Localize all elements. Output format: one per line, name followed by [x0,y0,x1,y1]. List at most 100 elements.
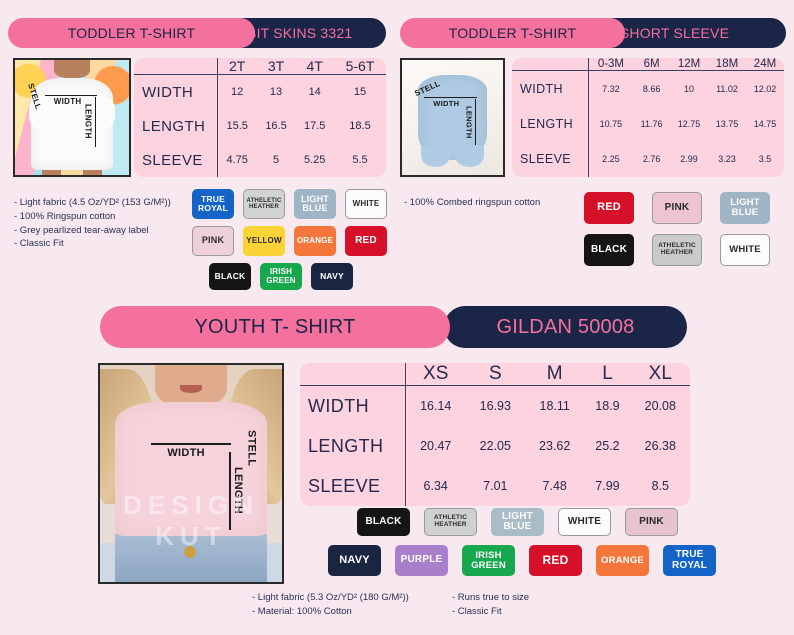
header-left-pill-toddler-tshirt: TODDLER T-SHIRT [400,18,625,48]
col-header-l: L [584,363,631,386]
color-swatches-toddler-tshirt: TRUE ROYAL ATHELETIC HEATHER LIGHT BLUE … [192,189,387,290]
spec-item: - Light fabric (5.3 Oz/YD² (180 G/M²)) [252,592,409,603]
color-swatch-pink[interactable]: PINK [192,226,234,256]
color-swatch-black[interactable]: BLACK [357,508,410,536]
swatch-label: BLACK [591,243,627,255]
color-swatch-black[interactable]: BLACK [209,263,251,290]
col-header-3t: 3T [256,58,296,75]
header-right-label: GILDAN 50008 [496,315,635,338]
swatch-label: BLACK [365,515,402,527]
specs-list-youth-left: - Light fabric (5.3 Oz/YD² (180 G/M²)) -… [252,591,409,619]
row-label-width: WIDTH [520,81,563,96]
color-swatch-black[interactable]: BLACK [584,234,634,266]
cell-width-s: 16.93 [479,399,511,414]
swatch-label: RED [355,234,377,246]
header-left-label: TODDLER T-SHIRT [448,25,577,41]
color-swatch-white[interactable]: WHITE [345,189,387,219]
cell-width-5-6t: 15 [353,86,367,99]
photo-brand-label: STELL [245,430,258,467]
col-header-12m: 12M [670,58,708,71]
color-swatch-white[interactable]: WHITE [558,508,611,536]
cell-sleeve-3t: 5 [272,154,280,167]
color-swatch-white[interactable]: WHITE [720,234,770,266]
cell-width-12m: 10 [684,83,695,94]
swatch-label: RED [597,201,621,214]
spec-item: - Runs true to size [452,592,530,603]
color-swatch-atheletic-heather[interactable]: ATHELETIC HEATHER [652,234,702,266]
color-swatch-irish-green[interactable]: IRISH GREEN [462,545,515,576]
color-swatch-orange[interactable]: ORANGE [294,226,336,256]
color-swatch-red[interactable]: RED [529,545,582,576]
color-swatch-light-blue[interactable]: LIGHT BLUE [294,189,336,219]
cell-sleeve-0-3m: 2.25 [587,141,634,177]
color-swatch-irish-green[interactable]: IRISH GREEN [260,263,302,290]
color-swatch-light-blue[interactable]: LIGHT BLUE [491,508,544,536]
girl-pink-tshirt-photo: WIDTH LENGTH STELL DESIGN KUT [98,363,284,584]
model-head [53,60,91,79]
swatch-label: YELLOW [246,235,282,245]
cell-width-m: 18.11 [539,399,570,414]
swatch-label: ORANGE [296,235,334,245]
toddler-white-tshirt-photo: WIDTH LENGTH STELL [13,58,131,177]
color-swatch-light-blue[interactable]: LIGHT BLUE [720,192,770,224]
table-row: LENGTH 20.47 22.05 23.62 25.2 26.38 [300,426,690,467]
photo-length-label: LENGTH [83,103,93,139]
cell-length-12m: 12.75 [677,119,701,130]
width-measure-line [150,443,232,446]
specs-list-youth-right: - Runs true to size - Classic Fit [452,591,529,619]
col-header-m: M [525,363,585,386]
table-header-row: XS S M L XL [300,363,690,386]
header-right-label: SHORT SLEEVE [619,25,730,41]
header-right-pill-gildan: GILDAN 50008 [444,306,687,348]
length-measure-line [474,99,477,146]
col-header-18m: 18M [708,58,746,71]
color-swatch-atheletic-heather[interactable]: ATHELETIC HEATHER [243,189,285,219]
color-swatch-pink[interactable]: PINK [652,192,702,224]
cell-width-2t: 12 [216,74,257,110]
cell-length-0-3m: 10.75 [587,106,634,142]
color-swatch-orange[interactable]: ORANGE [596,545,649,576]
cell-width-6m: 8.66 [642,83,661,94]
table-row: WIDTH 7.32 8.66 10 11.02 12.02 [512,70,784,107]
cell-length-l: 25.2 [595,439,620,454]
swatch-label: NAVY [320,271,344,282]
section-header-toddler-tshirt: RABBIT SKINS 3321 TODDLER T-SHIRT [8,18,386,48]
cell-sleeve-18m: 3.23 [718,154,736,165]
cell-sleeve-5-6t: 5.5 [352,154,368,167]
cell-sleeve-12m: 2.99 [680,154,698,165]
cell-width-24m: 12.02 [753,83,777,94]
color-swatch-true-royal[interactable]: TRUE ROYAL [663,545,716,576]
cell-length-s: 22.05 [479,439,511,454]
row-label-width: WIDTH [308,395,369,416]
spec-item: - Classic Fit [452,605,502,617]
color-swatch-yellow[interactable]: YELLOW [243,226,285,256]
color-swatch-red[interactable]: RED [584,192,634,224]
swatch-label: ORANGE [601,554,644,566]
color-swatch-red[interactable]: RED [345,226,387,256]
cell-length-xs: 20.47 [404,426,466,467]
swatch-label: BLACK [214,271,246,282]
table-row: WIDTH 12 13 14 15 [134,74,386,110]
color-swatch-true-royal[interactable]: TRUE ROYAL [192,189,234,219]
row-label-length: LENGTH [308,435,384,456]
model-jeans [114,534,268,582]
header-left-pill-toddler-tshirt: TODDLER T-SHIRT [8,18,255,48]
row-label-length: LENGTH [142,117,206,135]
size-table-short-sleeve: 0-3M 6M 12M 18M 24M WIDTH 7.32 8.66 10 1… [512,58,784,177]
color-swatch-pink[interactable]: PINK [625,508,678,536]
cell-width-xs: 16.14 [404,385,466,427]
color-swatch-navy[interactable]: NAVY [328,545,381,576]
cell-width-xl: 20.08 [644,399,676,414]
swatch-label: PINK [201,235,225,246]
swatch-label: RED [542,553,569,568]
col-header-2t: 2T [216,58,257,75]
table-corner-cell [300,363,406,386]
color-swatch-purple[interactable]: PURPLE [395,545,448,576]
swatch-label: WHITE [729,244,761,256]
spec-item: - 100% Combed ringspun cotton [404,197,541,208]
cell-sleeve-xs: 6.34 [404,466,466,506]
col-header-24m: 24M [745,58,784,71]
color-swatch-athletic-heather[interactable]: ATHLETIC HEATHER [424,508,477,536]
photo-width-label: WIDTH [167,447,205,460]
color-swatch-navy[interactable]: NAVY [311,263,353,290]
